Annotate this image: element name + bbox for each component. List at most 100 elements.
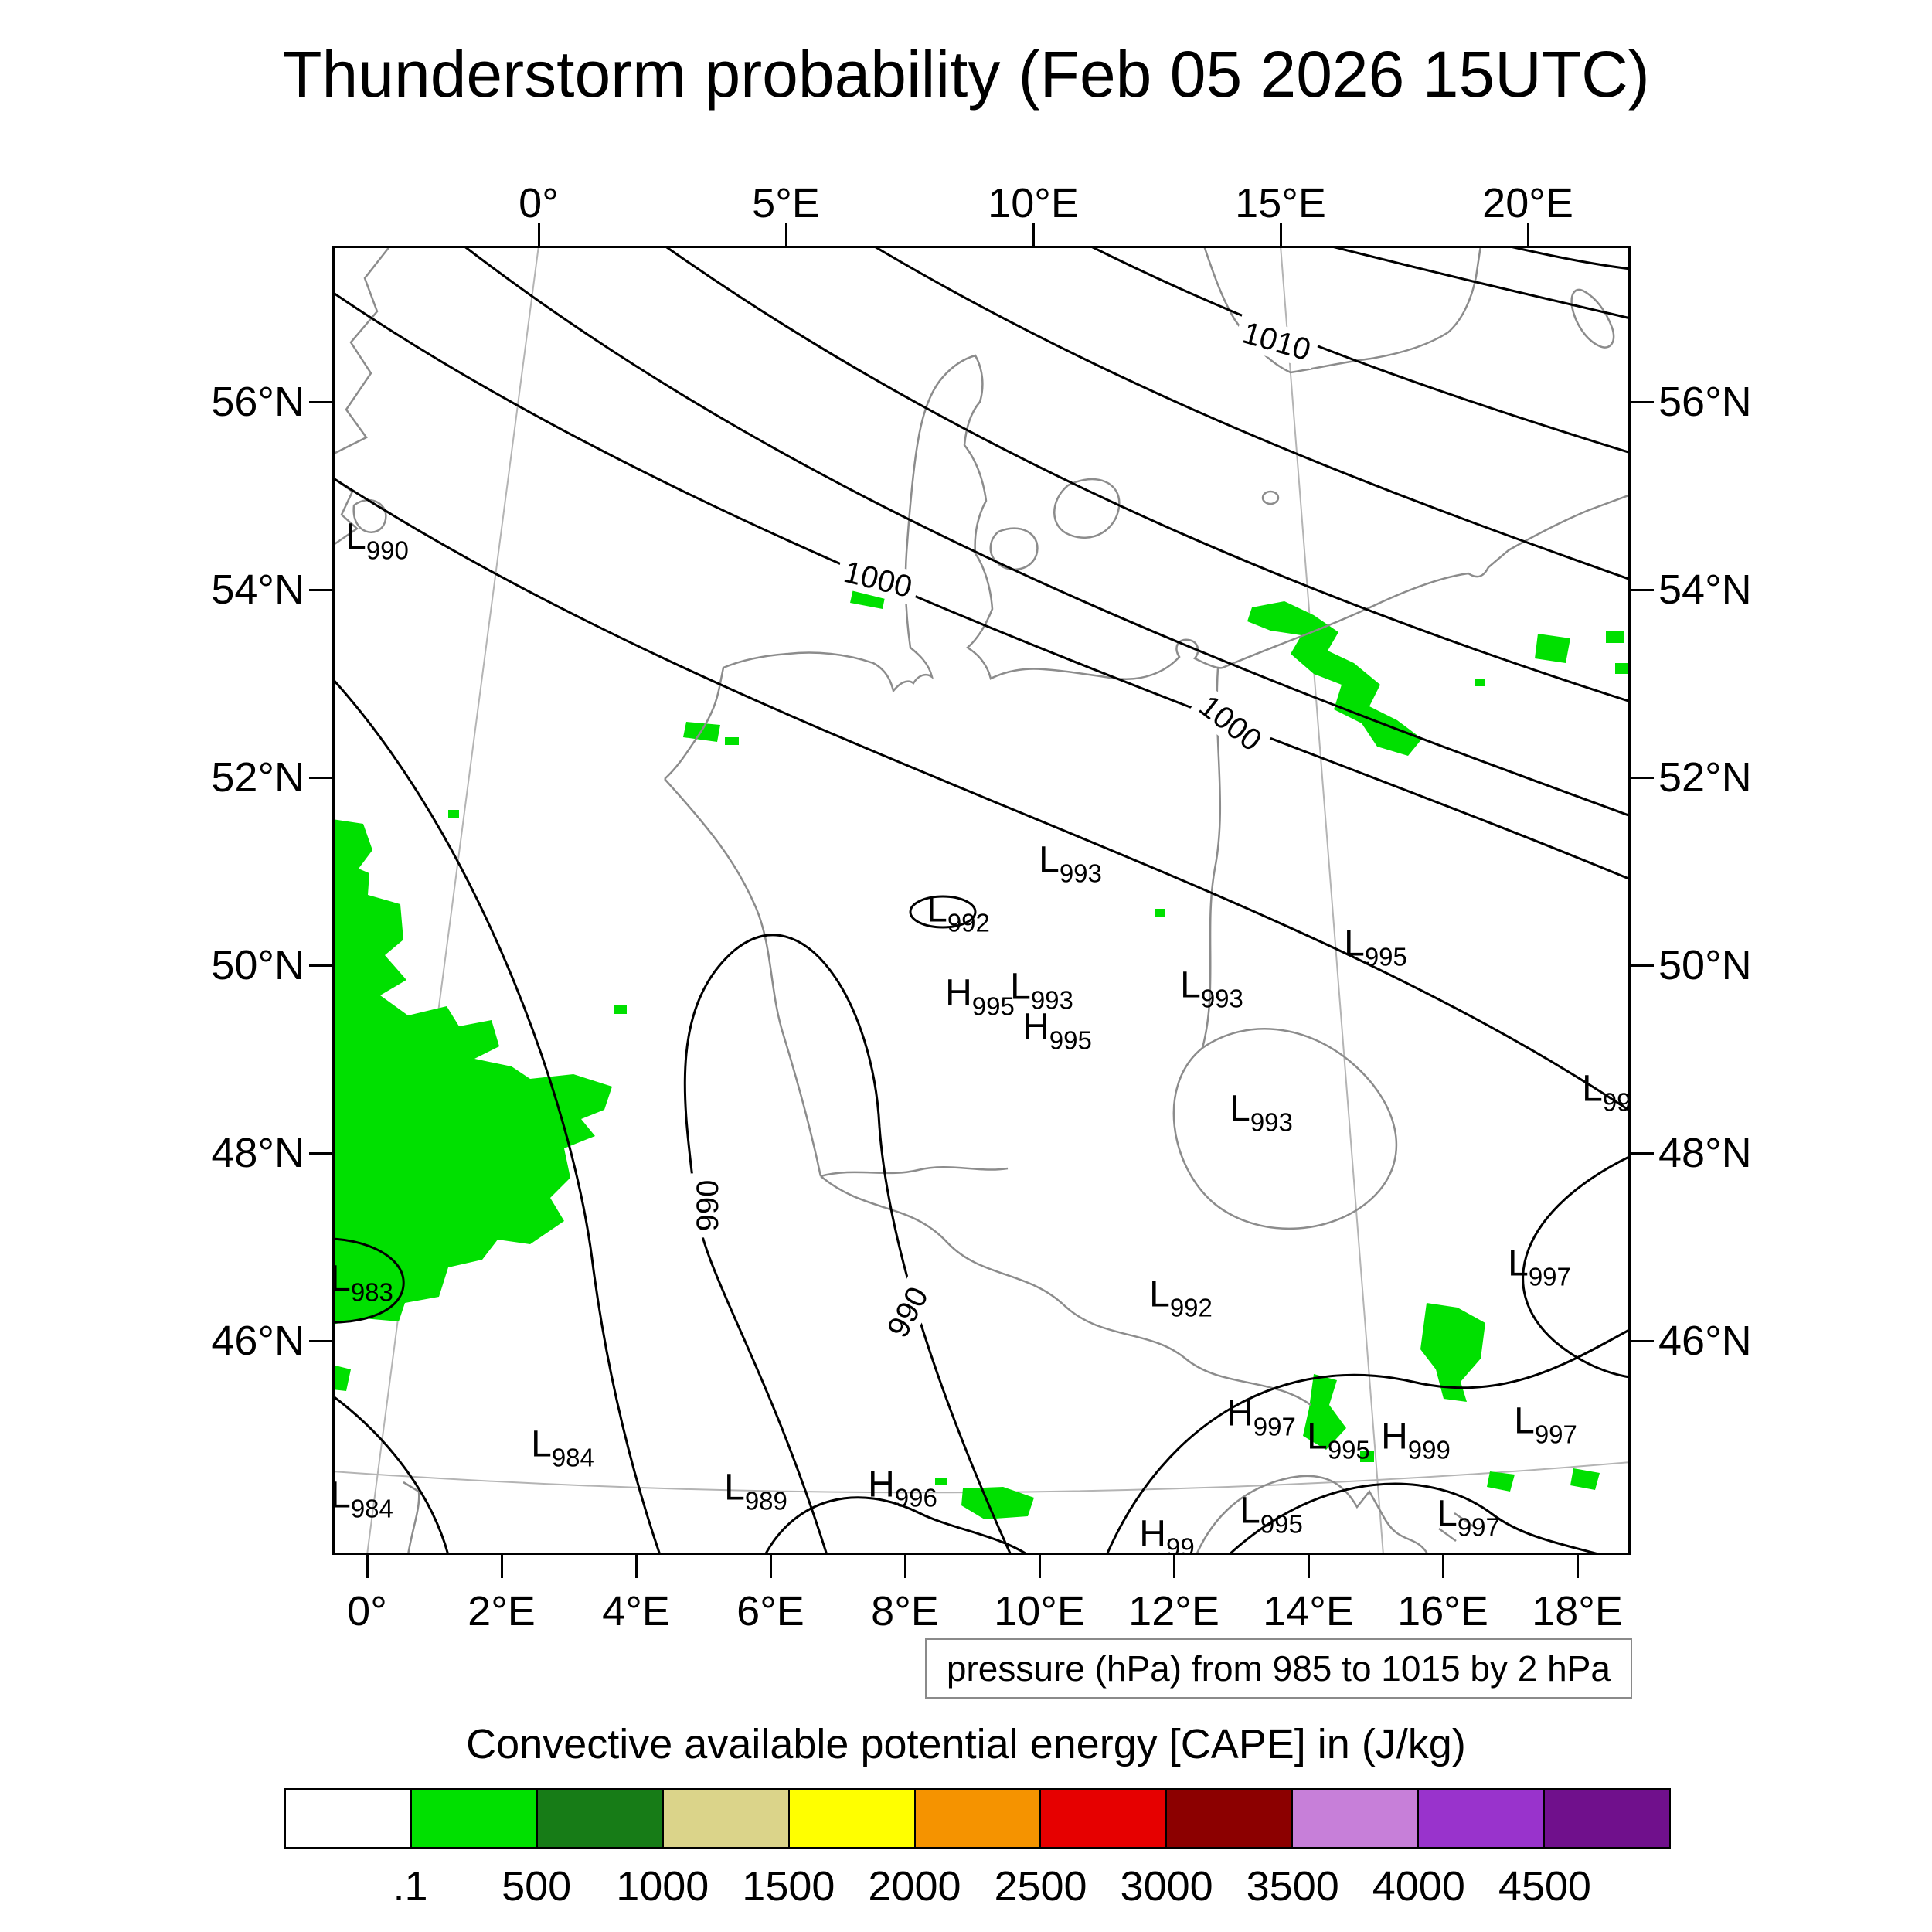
pressure-center-h999: H999 xyxy=(1381,1416,1451,1463)
pressure-letter: L xyxy=(1582,1068,1603,1110)
pressure-letter: L xyxy=(1514,1400,1535,1442)
pressure-value: 997 xyxy=(1528,1262,1571,1291)
pressure-center-l983: L983 xyxy=(332,1258,393,1307)
pressure-letter: L xyxy=(531,1423,552,1465)
isobar-1000 xyxy=(332,291,1631,881)
pressure-value: 997 xyxy=(1534,1420,1577,1449)
axis-tick-left xyxy=(309,777,332,779)
cape-threshold-label: 3500 xyxy=(1246,1863,1339,1910)
axis-tick-left xyxy=(309,401,332,403)
cape-color-cell-6 xyxy=(1041,1790,1168,1847)
contour-line-label-990: 990 xyxy=(878,1276,938,1349)
axis-tick-bottom xyxy=(1442,1555,1444,1578)
cape-threshold-label: 1000 xyxy=(616,1863,709,1910)
axis-label-left: 54°N xyxy=(211,566,304,613)
isobar-east-low xyxy=(1522,1155,1631,1379)
pressure-center-l984: L984 xyxy=(531,1423,594,1471)
cape-threshold-label: 2000 xyxy=(868,1863,961,1910)
pressure-value: 995 xyxy=(1260,1509,1303,1539)
pressure-center-l989: L989 xyxy=(724,1467,787,1514)
isobar-southwest xyxy=(332,1394,450,1555)
border-alpine-chain xyxy=(820,1175,1311,1406)
pressure-value: 995 xyxy=(1049,1026,1092,1055)
danish-island-fyn xyxy=(989,527,1039,571)
axis-tick-top xyxy=(785,223,787,246)
pressure-center-h99: H99 xyxy=(1139,1515,1194,1555)
axis-tick-right xyxy=(1631,1152,1654,1155)
croatian-islands xyxy=(1438,1512,1475,1543)
cape-color-cell-9 xyxy=(1419,1790,1546,1847)
chart-title: Thunderstorm probability (Feb 05 2026 15… xyxy=(282,38,1650,111)
cape-color-cell-10 xyxy=(1545,1790,1669,1847)
pressure-center-l995: L995 xyxy=(1344,923,1407,970)
axis-tick-right xyxy=(1631,964,1654,967)
sweden-south-coast xyxy=(1202,246,1482,374)
pressure-value: 983 xyxy=(350,1277,393,1307)
pressure-value: 984 xyxy=(350,1494,393,1523)
pressure-letter: H xyxy=(1381,1416,1408,1458)
axis-tick-left xyxy=(309,1340,332,1342)
isobar-alps-south xyxy=(1227,1482,1602,1555)
pressure-letter: L xyxy=(1437,1493,1458,1535)
pressure-letter: L xyxy=(1039,839,1060,881)
cape-colorbar-labels: .1 500 1000 1500 2000 2500 3000 3500 4000 4500 xyxy=(284,1862,1671,1912)
axis-label-top: 5°E xyxy=(752,180,820,226)
axis-label-right: 48°N xyxy=(1658,1130,1752,1176)
isobar xyxy=(463,246,1631,818)
pressure-contours xyxy=(332,246,1631,1555)
isobar xyxy=(1506,246,1631,270)
pressure-center-h996: H996 xyxy=(868,1464,937,1512)
contour-line-label-1000: 1000 xyxy=(1188,685,1273,762)
north-sea-baltic-coast xyxy=(664,354,1631,780)
map-panel: L990L993L992H995L993H995L993L995L993L997… xyxy=(332,246,1631,1555)
axis-tick-top xyxy=(1527,223,1529,246)
cape-color-cell-3 xyxy=(663,1790,790,1847)
axis-label-bottom: 10°E xyxy=(994,1588,1085,1634)
pressure-letter: L xyxy=(332,1258,351,1300)
pressure-letter: L xyxy=(724,1467,745,1509)
pressure-center-h995: H995 xyxy=(1022,1009,1092,1053)
axis-tick-left xyxy=(309,589,332,591)
axis-label-bottom: 18°E xyxy=(1532,1588,1623,1634)
pressure-center-l993: L993 xyxy=(1010,966,1073,1013)
cape-threshold-label: 4000 xyxy=(1372,1863,1465,1910)
pressure-letter: L xyxy=(1230,1088,1250,1130)
axis-label-bottom: 4°E xyxy=(602,1588,670,1634)
map-labels-layer: L990L993L992H995L993H995L993L995L993L997… xyxy=(332,246,1631,1555)
axis-label-top: 10°E xyxy=(988,180,1079,226)
pressure-center-l997: L997 xyxy=(1508,1245,1571,1291)
pressure-letter: L xyxy=(345,516,366,558)
pressure-letter: L xyxy=(1240,1490,1260,1532)
isobar-small-oval xyxy=(909,895,977,929)
cape-color-cell-1 xyxy=(411,1790,538,1847)
pressure-letter: L xyxy=(1010,966,1031,1008)
pressure-letter: L xyxy=(1149,1274,1170,1315)
axis-label-left: 52°N xyxy=(211,754,304,801)
border-france-east xyxy=(664,778,822,1177)
cape-threshold-label: 1500 xyxy=(742,1863,835,1910)
axis-label-bottom: 14°E xyxy=(1263,1588,1354,1634)
pressure-value: 995 xyxy=(1327,1435,1370,1464)
coastlines xyxy=(332,246,1631,1555)
axis-tick-bottom xyxy=(904,1555,906,1578)
axis-label-left: 46°N xyxy=(211,1318,304,1364)
contour-line-label-1000: 1000 xyxy=(834,553,922,607)
map-canvas xyxy=(332,246,1631,1555)
pressure-center-l993: L993 xyxy=(1039,842,1102,886)
axis-label-left: 56°N xyxy=(211,379,304,425)
pressure-letter: L xyxy=(1180,964,1201,1006)
pressure-letter: H xyxy=(945,972,972,1014)
pressure-value: 997 xyxy=(1457,1512,1500,1542)
axis-label-right: 54°N xyxy=(1658,566,1752,613)
pressure-value: 997 xyxy=(1602,1087,1631,1117)
pressure-letter: H xyxy=(868,1464,895,1505)
axis-tick-left xyxy=(309,964,332,967)
isobar-1010 xyxy=(1089,246,1631,454)
pressure-letter: L xyxy=(1344,923,1365,964)
axis-tick-bottom xyxy=(366,1555,369,1578)
axis-tick-bottom xyxy=(1308,1555,1310,1578)
pressure-letter: H xyxy=(1226,1393,1253,1434)
pressure-value: 996 xyxy=(894,1483,937,1512)
cape-legend-title: Convective available potential energy [C… xyxy=(466,1721,1466,1767)
axis-tick-right xyxy=(1631,589,1654,591)
